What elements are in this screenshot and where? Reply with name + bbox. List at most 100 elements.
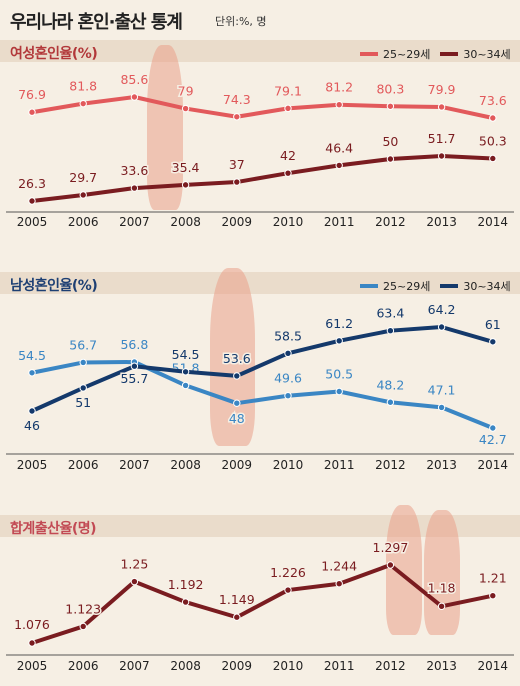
data-point [489, 154, 497, 163]
data-label: 85.6 [120, 72, 148, 87]
data-point [233, 399, 241, 407]
data-label: 42.7 [479, 432, 507, 447]
data-label: 46 [24, 418, 40, 433]
x-tick-label: 2010 [273, 659, 304, 673]
legend-swatch [440, 284, 459, 288]
data-label: 73.6 [479, 93, 507, 108]
legend-label: 25~29세 [383, 280, 431, 293]
legend-item-30-34: 30~34세 [440, 278, 511, 294]
x-tick-label: 2006 [68, 215, 99, 229]
data-point [386, 155, 395, 163]
x-tick-label: 2009 [222, 458, 253, 472]
data-label: 42 [280, 148, 296, 163]
data-label: 61 [485, 317, 501, 332]
man-figure-illustration [210, 268, 255, 446]
x-tick-label: 2012 [375, 215, 406, 229]
data-label: 1.076 [14, 617, 50, 632]
data-label: 1.244 [321, 559, 357, 574]
data-label: 33.6 [120, 163, 148, 178]
x-tick-label: 2009 [222, 215, 253, 229]
data-point [489, 338, 497, 346]
data-point [233, 178, 241, 186]
data-point [28, 197, 36, 205]
page-title: 우리나라 혼인·출산 통계 [10, 12, 183, 33]
data-point [284, 104, 292, 113]
data-point [284, 392, 292, 400]
female-legend: 25~29세 30~34세 [350, 46, 511, 62]
data-label: 81.8 [69, 79, 97, 94]
data-label: 54.5 [18, 348, 46, 363]
data-point [489, 424, 497, 432]
data-point [79, 358, 87, 367]
data-label: 56.7 [69, 337, 97, 352]
female-chart-title: 여성혼인율(%) [10, 46, 98, 62]
series-line [30, 95, 495, 120]
data-point [181, 104, 190, 113]
x-tick-label: 2011 [324, 458, 355, 472]
data-label: 51 [75, 395, 91, 410]
data-point [335, 161, 343, 170]
series-line [30, 154, 495, 203]
birth-chart-title: 합계출산율(명) [10, 521, 97, 537]
male-section-band [0, 272, 520, 294]
legend-item-25-29: 25~29세 [360, 278, 430, 294]
data-point [181, 368, 190, 376]
male-legend: 25~29세 30~34세 [350, 278, 511, 294]
data-point [233, 613, 241, 621]
x-tick-label: 2011 [324, 215, 355, 229]
data-label: 51.7 [428, 131, 456, 146]
x-tick-label: 2007 [119, 215, 150, 229]
data-point [79, 99, 87, 108]
x-tick-label: 2014 [478, 659, 509, 673]
x-tick-label: 2009 [222, 659, 253, 673]
data-point [233, 113, 241, 121]
data-label: 79 [178, 84, 194, 99]
data-point [79, 622, 87, 631]
data-label: 80.3 [376, 81, 404, 96]
x-tick-label: 2005 [17, 215, 48, 229]
x-tick-label: 2008 [170, 659, 201, 673]
series-line [30, 325, 495, 413]
legend-label: 25~29세 [383, 48, 431, 61]
data-label: 37 [229, 157, 245, 172]
data-label: 48 [229, 411, 245, 426]
data-label: 61.2 [325, 316, 353, 331]
data-label: 53.6 [223, 351, 251, 366]
series-line [30, 360, 495, 430]
data-label: 26.3 [18, 176, 46, 191]
data-point [335, 337, 343, 345]
x-tick-label: 2014 [478, 215, 509, 229]
data-point [489, 114, 497, 122]
data-label: 50.3 [479, 133, 507, 148]
data-point [130, 184, 139, 192]
data-label: 79.1 [274, 83, 302, 98]
data-label: 1.18 [428, 580, 456, 595]
data-point [284, 586, 292, 594]
x-tick-label: 2013 [426, 458, 457, 472]
x-tick-label: 2014 [478, 458, 509, 472]
data-point [28, 108, 36, 116]
data-label: 47.1 [428, 382, 456, 397]
x-tick-label: 2006 [68, 659, 99, 673]
data-label: 1.123 [65, 601, 101, 616]
family-figure-illustration [424, 510, 460, 635]
data-point [79, 384, 87, 392]
legend-swatch [360, 284, 378, 288]
data-label: 35.4 [172, 160, 200, 175]
data-point [437, 602, 446, 610]
data-label: 79.9 [428, 82, 456, 97]
data-label: 1.21 [479, 571, 507, 586]
data-point [130, 577, 139, 586]
data-point [233, 372, 241, 380]
legend-label: 30~34세 [463, 280, 511, 293]
data-point [130, 93, 139, 101]
data-label: 1.297 [373, 540, 409, 555]
x-tick-label: 2006 [68, 458, 99, 472]
data-point [181, 381, 190, 390]
data-point [28, 639, 36, 647]
family-figure-illustration [386, 505, 422, 635]
legend-item-25-29: 25~29세 [360, 46, 430, 62]
data-point [130, 362, 139, 370]
data-point [335, 101, 343, 109]
